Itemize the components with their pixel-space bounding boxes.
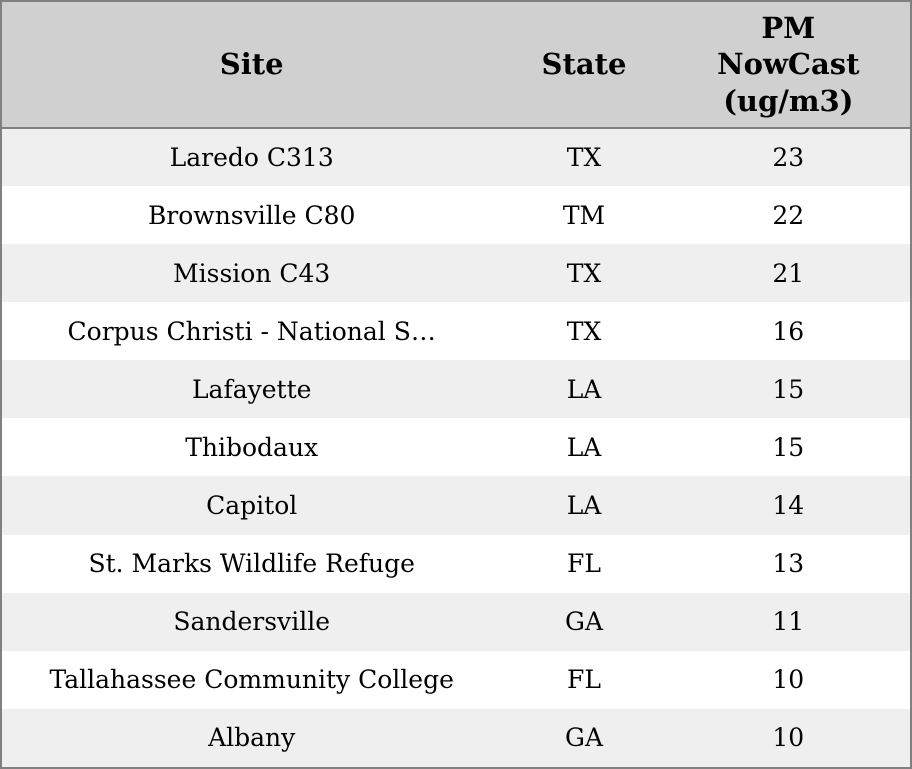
site-cell: Capitol xyxy=(206,491,298,520)
pm-cell: 10 xyxy=(772,665,805,695)
table-row: Corpus Christi - National S… TX 16 xyxy=(2,302,910,361)
column-header-state: State xyxy=(501,2,667,129)
pm-cell: 16 xyxy=(772,316,805,346)
site-cell: Lafayette xyxy=(191,374,312,404)
table-row: Laredo C313 TX 23 xyxy=(2,128,910,187)
column-header-site-label: Site xyxy=(219,47,284,82)
table-row: Capitol LA 14 xyxy=(2,476,910,535)
state-cell: LA xyxy=(566,374,602,404)
table-body: Laredo C313 TX 23 Brownsville C80 TM 22 … xyxy=(2,128,910,767)
site-cell: Albany xyxy=(208,723,296,753)
pm-cell: 15 xyxy=(772,374,805,404)
table-header: Site State PM NowCast (ug/m3) xyxy=(2,2,910,129)
pm-cell: 21 xyxy=(772,258,805,288)
state-cell: TM xyxy=(562,200,606,230)
table-row: Lafayette LA 15 xyxy=(2,360,910,419)
table-row: Tallahassee Community College FL 10 xyxy=(2,650,910,709)
table-row: Thibodaux LA 15 xyxy=(2,418,910,477)
site-cell: Sandersville xyxy=(173,607,330,637)
pm-cell: 23 xyxy=(772,143,805,173)
state-cell: GA xyxy=(565,723,604,753)
state-cell: LA xyxy=(566,432,602,462)
pm-cell: 15 xyxy=(772,432,805,462)
state-cell: GA xyxy=(565,607,604,637)
state-cell: LA xyxy=(566,491,602,520)
column-header-pm-nowcast-label: PM NowCast (ug/m3) xyxy=(717,10,860,118)
pm-cell: 14 xyxy=(772,491,805,520)
site-cell: Mission C43 xyxy=(173,258,331,288)
table-row: Mission C43 TX 21 xyxy=(2,244,910,303)
header-row: Site State PM NowCast (ug/m3) xyxy=(2,2,910,129)
table-row: St. Marks Wildlife Refuge FL 13 xyxy=(2,534,910,593)
pm-cell: 10 xyxy=(772,723,805,753)
column-header-site: Site xyxy=(2,2,502,129)
state-cell: FL xyxy=(567,665,601,695)
state-cell: TX xyxy=(566,258,602,288)
table-row: Albany GA 10 xyxy=(2,708,910,767)
pm-cell: 22 xyxy=(772,200,805,230)
site-cell: St. Marks Wildlife Refuge xyxy=(88,549,415,579)
table-row: Sandersville GA 11 xyxy=(2,592,910,651)
site-cell: Laredo C313 xyxy=(169,143,334,173)
state-cell: TX xyxy=(566,316,602,346)
column-header-pm-nowcast: PM NowCast (ug/m3) xyxy=(666,2,910,129)
state-cell: TX xyxy=(566,143,602,173)
pm-cell: 13 xyxy=(772,549,805,579)
state-cell: FL xyxy=(567,549,601,579)
table-row: Brownsville C80 TM 22 xyxy=(2,186,910,245)
pm-cell: 11 xyxy=(772,607,805,637)
site-cell: Thibodaux xyxy=(185,432,319,462)
site-cell: Brownsville C80 xyxy=(147,200,356,230)
column-header-state-label: State xyxy=(541,47,627,82)
site-cell: Tallahassee Community College xyxy=(49,665,454,695)
site-cell: Corpus Christi - National S… xyxy=(67,316,436,346)
